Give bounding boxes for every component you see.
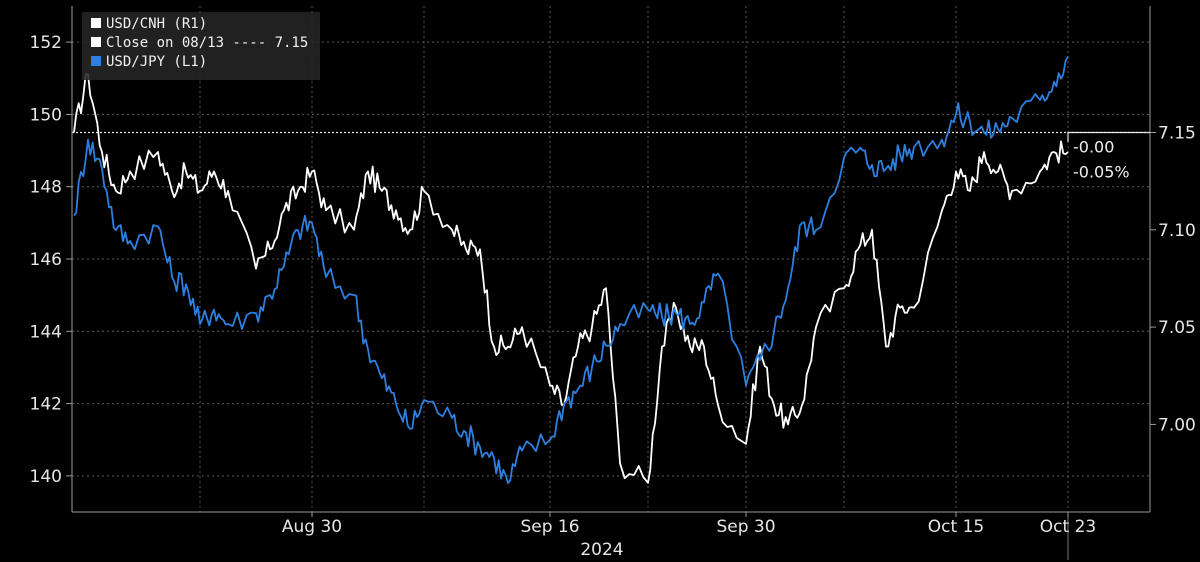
callout-bracket bbox=[1067, 131, 1148, 142]
series-line-0 bbox=[73, 73, 1069, 484]
series-line-1 bbox=[73, 56, 1069, 484]
legend-entry-1: Close on 08/13 ---- 7.15 bbox=[106, 35, 308, 51]
legend-swatch-0 bbox=[91, 18, 101, 28]
legend-swatch-2 bbox=[91, 56, 101, 66]
x-tick-label-4: Oct 23 bbox=[1040, 517, 1096, 537]
callout-layer: -0.00 -0.05% bbox=[1067, 131, 1148, 182]
left-tick-label-152: 152 bbox=[30, 33, 62, 53]
left-tick-label-140: 140 bbox=[30, 467, 62, 487]
x-tick-label-2: Sep 30 bbox=[716, 517, 775, 537]
legend-background bbox=[82, 12, 320, 80]
left-tick-label-142: 142 bbox=[30, 395, 62, 415]
right-tick-label-7.10: 7.10 bbox=[1158, 221, 1196, 241]
x-tick-label-0: Aug 30 bbox=[282, 517, 342, 537]
legend-entry-0: USD/CNH (R1) bbox=[106, 16, 207, 32]
x-tick-label-3: Oct 15 bbox=[928, 517, 984, 537]
x-tick-label-1: Sep 16 bbox=[520, 517, 579, 537]
grid bbox=[72, 6, 1150, 512]
legend-entry-2: USD/JPY (L1) bbox=[106, 54, 207, 70]
right-tick-label-7.00: 7.00 bbox=[1158, 415, 1196, 435]
callout-change-pct: -0.05% bbox=[1073, 163, 1130, 182]
left-tick-label-148: 148 bbox=[30, 178, 62, 198]
left-tick-label-146: 146 bbox=[30, 250, 62, 270]
right-tick-label-7.15: 7.15 bbox=[1158, 124, 1196, 144]
axes: 140 142 144 146 148 150 152 7.00 7.05 7.10 7.15 Aug… bbox=[30, 6, 1196, 560]
legend: USD/CNH (R1) Close on 08/13 ---- 7.15 USD/… bbox=[82, 12, 320, 80]
callout-change: -0.00 bbox=[1073, 138, 1114, 157]
left-tick-label-150: 150 bbox=[30, 105, 62, 125]
left-tick-label-144: 144 bbox=[30, 322, 62, 342]
right-tick-label-7.05: 7.05 bbox=[1158, 318, 1196, 338]
series-layer bbox=[73, 56, 1069, 484]
legend-swatch-1 bbox=[91, 37, 101, 47]
x-year-label: 2024 bbox=[580, 540, 623, 560]
